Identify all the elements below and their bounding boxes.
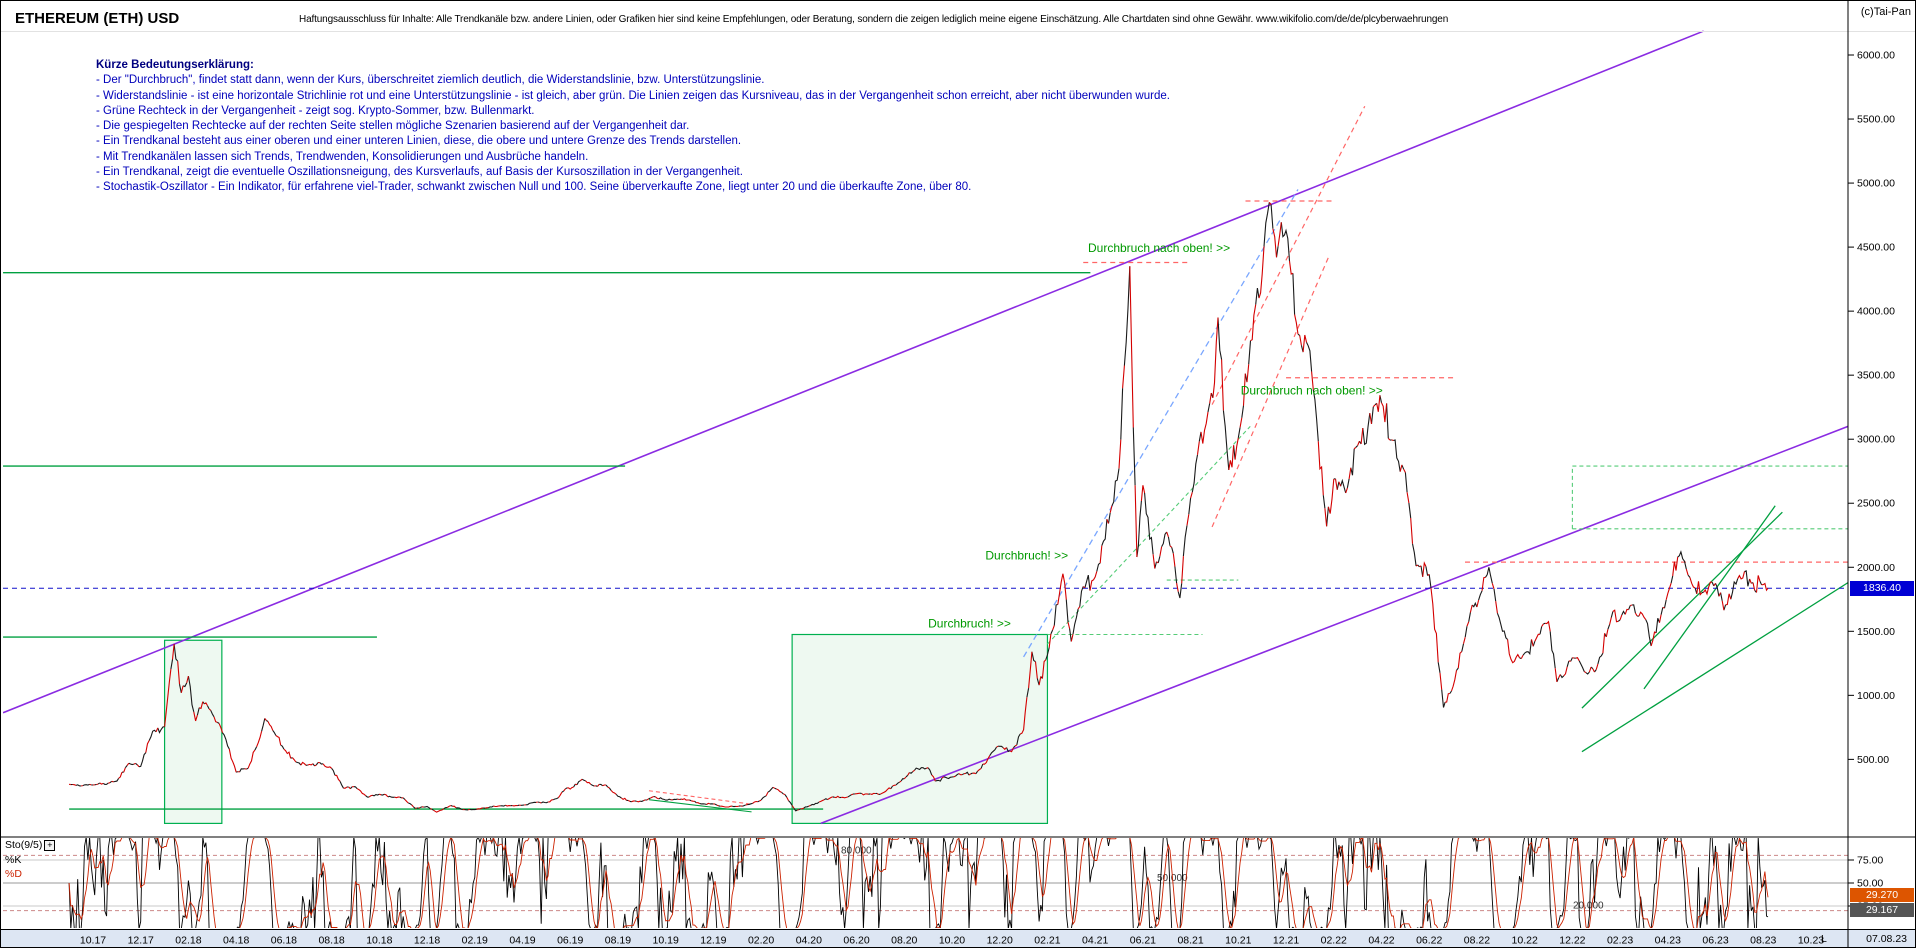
svg-text:12.19: 12.19	[700, 935, 726, 947]
legend-line: - Der "Durchbruch", findet statt dann, w…	[96, 74, 765, 87]
svg-text:06.23: 06.23	[1702, 935, 1728, 947]
svg-text:10.17: 10.17	[80, 935, 106, 947]
svg-text:02.19: 02.19	[462, 935, 488, 947]
svg-text:3000.00: 3000.00	[1857, 434, 1895, 446]
svg-text:2000.00: 2000.00	[1857, 562, 1895, 574]
svg-text:Durchbruch! >>: Durchbruch! >>	[928, 616, 1011, 630]
svg-text:02.23: 02.23	[1607, 935, 1633, 947]
svg-text:04.22: 04.22	[1368, 935, 1394, 947]
svg-text:Durchbruch! >>: Durchbruch! >>	[985, 549, 1068, 563]
last-trade-date: 07.08.23	[1866, 933, 1907, 945]
svg-text:12.22: 12.22	[1559, 935, 1585, 947]
svg-text:04.20: 04.20	[796, 935, 822, 947]
svg-text:10.22: 10.22	[1512, 935, 1538, 947]
svg-text:4500.00: 4500.00	[1857, 242, 1895, 254]
svg-text:50.00: 50.00	[1857, 878, 1883, 890]
k-line-label: %K	[5, 854, 22, 866]
time-axis-strip	[1, 930, 1915, 947]
svg-text:06.19: 06.19	[557, 935, 583, 947]
svg-text:20.000: 20.000	[1573, 901, 1604, 912]
svg-text:04.21: 04.21	[1082, 935, 1108, 947]
legend-line: - Widerstandslinie - ist eine horizontal…	[96, 89, 1170, 102]
svg-text:04.18: 04.18	[223, 935, 249, 947]
svg-text:2500.00: 2500.00	[1857, 498, 1895, 510]
svg-text:12.20: 12.20	[987, 935, 1013, 947]
price-badge: 1836.40	[1850, 580, 1914, 596]
svg-text:10.18: 10.18	[366, 935, 392, 947]
svg-text:10.21: 10.21	[1225, 935, 1251, 947]
svg-text:04.23: 04.23	[1655, 935, 1681, 947]
d-line-label: %D	[5, 868, 22, 880]
svg-text:Durchbruch nach oben! >>: Durchbruch nach oben! >>	[1088, 241, 1230, 255]
svg-text:02.21: 02.21	[1034, 935, 1060, 947]
svg-text:3500.00: 3500.00	[1857, 370, 1895, 382]
legend-line: - Stochastik-Oszillator - Ein Indikator,…	[96, 181, 972, 194]
d-value-badge: 29.167	[1850, 902, 1914, 917]
stochastic-indicator-label: Sto(9/5) +	[5, 839, 56, 851]
svg-text:08.21: 08.21	[1177, 935, 1203, 947]
svg-text:12.17: 12.17	[128, 935, 154, 947]
svg-text:5000.00: 5000.00	[1857, 178, 1895, 190]
svg-text:10.23: 10.23	[1798, 935, 1824, 947]
svg-text:02.22: 02.22	[1321, 935, 1347, 947]
svg-text:08.19: 08.19	[605, 935, 631, 947]
svg-text:10.19: 10.19	[653, 935, 679, 947]
svg-text:06.22: 06.22	[1416, 935, 1442, 947]
svg-text:1500.00: 1500.00	[1857, 626, 1895, 638]
svg-text:02.20: 02.20	[748, 935, 774, 947]
svg-text:12.18: 12.18	[414, 935, 440, 947]
legend-line: - Grüne Rechteck in der Vergangenheit - …	[96, 104, 535, 117]
svg-text:Durchbruch nach oben! >>: Durchbruch nach oben! >>	[1241, 383, 1383, 397]
svg-text:08.23: 08.23	[1750, 935, 1776, 947]
svg-text:10.20: 10.20	[939, 935, 965, 947]
svg-text:6000.00: 6000.00	[1857, 50, 1895, 62]
svg-text:02.18: 02.18	[175, 935, 201, 947]
last-bar-marker: L	[1821, 933, 1827, 945]
copyright-label: (c)Tai-Pan	[1860, 6, 1911, 18]
svg-text:4000.00: 4000.00	[1857, 306, 1895, 318]
svg-text:08.22: 08.22	[1464, 935, 1490, 947]
instrument-title: ETHEREUM (ETH) USD	[15, 10, 180, 27]
expand-indicator-button[interactable]: +	[44, 839, 56, 851]
svg-text:06.18: 06.18	[271, 935, 297, 947]
svg-text:75.00: 75.00	[1857, 855, 1883, 867]
svg-text:08.18: 08.18	[318, 935, 344, 947]
svg-text:80.000: 80.000	[841, 845, 872, 856]
legend-title: Kürze Bedeutungserklärung:	[96, 59, 254, 71]
k-value-badge: 29.270	[1850, 888, 1914, 903]
svg-text:06.21: 06.21	[1130, 935, 1156, 947]
legend-line: - Ein Trendkanal besteht aus einer obere…	[96, 135, 742, 148]
legend-line: - Ein Trendkanal, zeigt die eventuelle O…	[96, 166, 743, 179]
svg-text:1000.00: 1000.00	[1857, 690, 1895, 702]
legend-line: - Die gespiegelten Rechtecke auf der rec…	[96, 120, 690, 133]
svg-text:12.21: 12.21	[1273, 935, 1299, 947]
disclaimer-text: Haftungsausschluss für Inhalte: Alle Tre…	[299, 14, 1449, 25]
svg-text:04.19: 04.19	[509, 935, 535, 947]
svg-text:08.20: 08.20	[891, 935, 917, 947]
svg-text:06.20: 06.20	[843, 935, 869, 947]
legend-line: - Mit Trendkanälen lassen sich Trends, T…	[96, 150, 589, 163]
svg-text:5500.00: 5500.00	[1857, 114, 1895, 126]
legend-block: Kürze Bedeutungserklärung: - Der "Durchb…	[96, 58, 1170, 196]
svg-text:500.00: 500.00	[1857, 754, 1889, 766]
stochastic-name: Sto(9/5)	[5, 839, 43, 851]
